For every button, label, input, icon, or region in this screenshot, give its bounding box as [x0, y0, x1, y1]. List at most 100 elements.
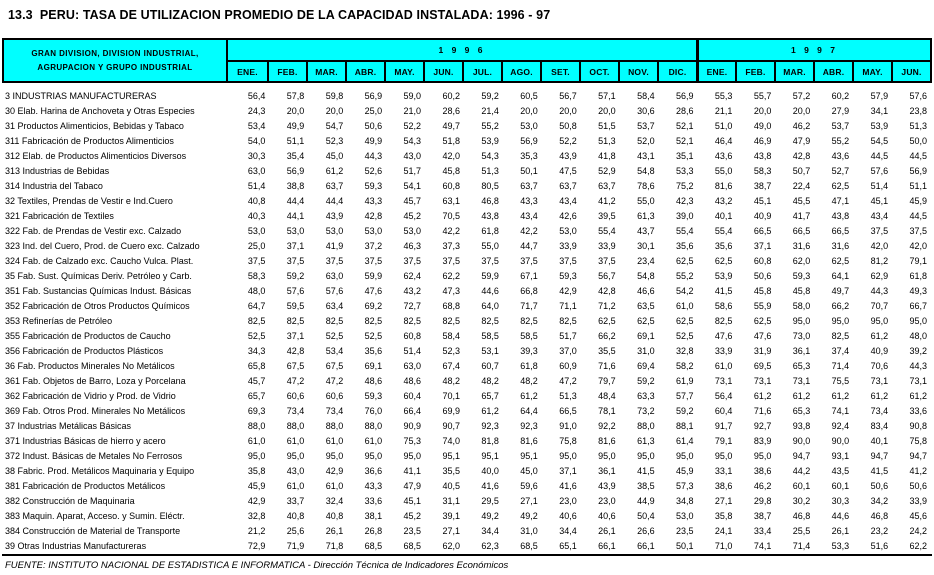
value-cell: 51,7	[403, 166, 422, 176]
value-cell: 59,2	[481, 91, 499, 101]
value-cell: 49,7	[831, 286, 850, 296]
value-cell: 83,9	[753, 436, 772, 446]
value-cell: 64,4	[520, 406, 538, 416]
value-cell: 61,0	[286, 436, 305, 446]
value-cell: 51,5	[598, 121, 616, 131]
value-cell: 20,0	[286, 106, 305, 116]
month-row: ENE. FEB. MAR. ABR. MAY. JUN. JUL. AGO. SET. OCT.…	[228, 62, 930, 81]
value-cell: 32,8	[675, 346, 694, 356]
value-cell: 46,3	[403, 241, 422, 251]
value-cell: 41,2	[909, 466, 928, 476]
value-cell: 37,1	[286, 331, 305, 341]
value-cell: 61,2	[792, 391, 811, 401]
value-cell: 40,9	[753, 211, 772, 221]
capacity-utilization-table: GRAN DIVISION, DIVISION INDUSTRIAL, AGRU…	[2, 38, 932, 556]
value-cell: 69,4	[637, 361, 655, 371]
value-cell: 59,0	[403, 91, 422, 101]
value-cell: 51,4	[247, 181, 266, 191]
value-cell: 39,2	[909, 346, 928, 356]
value-cell: 60,1	[792, 481, 811, 491]
table-header: GRAN DIVISION, DIVISION INDUSTRIAL, AGRU…	[2, 38, 932, 83]
value-cell: 45,9	[675, 466, 694, 476]
value-cell: 51,0	[714, 121, 733, 131]
value-cell: 54,3	[481, 151, 499, 161]
value-cell: 95,0	[870, 316, 889, 326]
value-cell: 47,2	[559, 376, 577, 386]
value-cell: 44,6	[831, 511, 850, 521]
value-cell: 38,8	[286, 181, 305, 191]
value-cell: 62,4	[403, 271, 422, 281]
value-cell: 54,8	[637, 166, 655, 176]
value-cell: 66,5	[792, 226, 811, 236]
value-cell: 23,2	[870, 526, 889, 536]
table-row: 313 Industrias de Bebidas 63,0 56,9 61,2 52,…	[2, 164, 932, 179]
value-cell: 55,2	[481, 121, 499, 131]
value-cell: 79,7	[598, 376, 616, 386]
value-cell: 57,2	[792, 91, 811, 101]
value-cell: 26,8	[364, 526, 383, 536]
value-cell: 79,1	[909, 256, 928, 266]
value-cell: 40,8	[286, 511, 305, 521]
value-cell: 61,0	[286, 481, 305, 491]
value-cell: 48,2	[520, 376, 538, 386]
value-cell: 50,6	[364, 121, 383, 131]
value-cell: 37,5	[598, 256, 616, 266]
value-cell: 20,0	[520, 106, 538, 116]
value-cell: 56,9	[675, 91, 694, 101]
month-header-1997-jun: JUN.	[891, 62, 930, 81]
value-cell: 47,6	[364, 286, 383, 296]
value-cell: 45,2	[403, 211, 422, 221]
table-row: 361 Fab. Objetos de Barro, Loza y Porcel…	[2, 374, 932, 389]
value-cell: 61,2	[909, 391, 928, 401]
value-cell: 68,5	[403, 541, 422, 551]
row-label: 322 Fab. de Prendas de Vestir exc. Calza…	[5, 226, 182, 236]
value-cell: 50,0	[909, 136, 928, 146]
value-cell: 44,6	[481, 286, 499, 296]
value-cell: 35,6	[364, 346, 383, 356]
value-cell: 76,0	[364, 406, 383, 416]
month-header-1997-may: MAY.	[852, 62, 891, 81]
value-cell: 61,3	[637, 211, 655, 221]
value-cell: 70,7	[870, 301, 889, 311]
value-cell: 57,8	[286, 91, 305, 101]
value-cell: 56,7	[559, 91, 577, 101]
value-cell: 45,7	[247, 376, 266, 386]
value-cell: 71,7	[520, 301, 538, 311]
value-cell: 90,8	[909, 421, 928, 431]
value-cell: 51,7	[559, 331, 577, 341]
value-cell: 50,1	[675, 541, 694, 551]
row-label: 38 Fabric. Prod. Metálicos Maquinaria y …	[5, 466, 195, 476]
value-cell: 61,0	[325, 436, 344, 446]
value-cell: 63,3	[637, 391, 655, 401]
table-row: 36 Fab. Productos Minerales No Metálicos…	[2, 359, 932, 374]
value-cell: 45,8	[753, 286, 772, 296]
row-label: 311 Fabricación de Productos Alimenticio…	[5, 136, 174, 146]
value-cell: 23,4	[637, 256, 655, 266]
stub-header-line2: AGRUPACION Y GRUPO INDUSTRIAL	[37, 63, 193, 72]
value-cell: 61,2	[753, 391, 772, 401]
value-cell: 37,5	[909, 226, 928, 236]
value-cell: 67,4	[442, 361, 460, 371]
value-cell: 33,9	[559, 241, 577, 251]
value-cell: 88,0	[247, 421, 266, 431]
value-cell: 60,4	[714, 406, 733, 416]
value-cell: 49,9	[364, 136, 383, 146]
value-cell: 60,6	[325, 391, 344, 401]
value-cell: 49,3	[909, 286, 928, 296]
value-cell: 33,9	[909, 496, 928, 506]
value-cell: 32,8	[247, 511, 266, 521]
value-cell: 47,6	[714, 331, 733, 341]
value-cell: 53,9	[870, 121, 889, 131]
value-cell: 53,3	[831, 541, 850, 551]
value-cell: 26,1	[598, 526, 616, 536]
source-note: FUENTE: INSTITUTO NACIONAL DE ESTADISTIC…	[5, 560, 509, 571]
value-cell: 50,6	[909, 481, 928, 491]
value-cell: 60,7	[481, 361, 499, 371]
month-header-1996-jun: JUN.	[423, 62, 462, 81]
value-cell: 58,5	[520, 331, 538, 341]
value-cell: 41,8	[598, 151, 616, 161]
table-bottom-border	[2, 554, 932, 556]
table-row: 353 Refinerías de Petróleo 82,5 82,5 82,5 82…	[2, 314, 932, 329]
value-cell: 72,9	[247, 541, 266, 551]
value-cell: 45,9	[247, 481, 266, 491]
